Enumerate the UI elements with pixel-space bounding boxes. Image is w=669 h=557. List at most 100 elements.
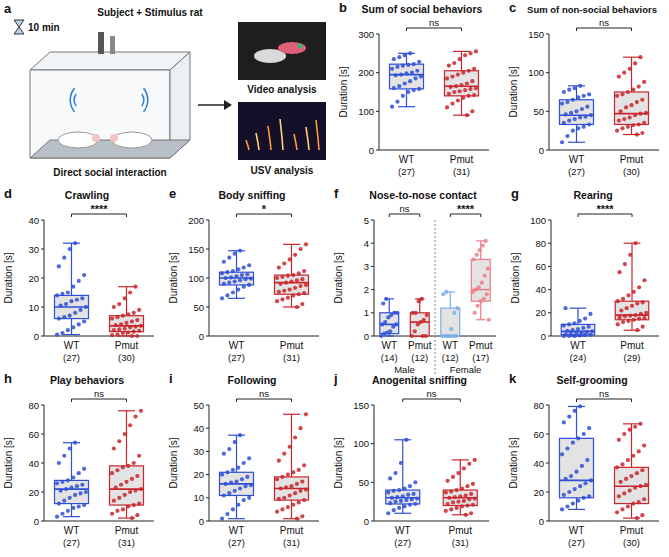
usv-call	[280, 119, 283, 150]
whisker-cap	[568, 142, 585, 143]
data-point	[626, 293, 630, 297]
x-tick-label: WT	[570, 340, 586, 351]
data-point	[408, 79, 412, 83]
y-tick-label: 0	[539, 145, 544, 156]
data-point	[615, 129, 619, 133]
data-point	[282, 496, 286, 500]
data-point	[565, 329, 569, 333]
data-point	[412, 88, 416, 92]
data-point	[617, 270, 621, 274]
data-point	[571, 328, 575, 332]
whisker-high	[126, 411, 127, 466]
n-label: (27)	[63, 537, 80, 548]
data-point	[130, 477, 134, 481]
whisker-cap	[398, 106, 415, 107]
data-point	[73, 493, 77, 497]
rat-head	[92, 134, 100, 142]
n-label: (31)	[453, 166, 470, 177]
data-point	[620, 126, 624, 130]
marks	[561, 241, 648, 338]
data-point	[445, 76, 449, 80]
data-point	[73, 311, 77, 315]
data-point	[78, 308, 82, 312]
y-tick	[41, 492, 44, 493]
y-tick-label: 30	[28, 244, 39, 255]
significance-label: ns	[94, 388, 104, 399]
whisker-cap	[385, 335, 394, 336]
y-tick	[371, 482, 374, 483]
x-axis-line	[549, 521, 659, 522]
data-point	[413, 502, 417, 506]
data-point	[451, 475, 455, 479]
data-point	[583, 481, 587, 485]
group-separator	[435, 220, 436, 374]
data-point	[619, 109, 623, 113]
data-point	[454, 334, 458, 338]
data-point	[581, 326, 585, 330]
data-point	[620, 92, 624, 96]
data-point	[132, 461, 136, 465]
panel-b: bSum of social behaviorsDuration [s]0100…	[338, 0, 489, 177]
marks	[220, 242, 309, 309]
y-tick-label: 0	[541, 331, 546, 342]
whisker-cap	[453, 51, 470, 52]
data-point	[622, 491, 626, 495]
data-point	[481, 243, 485, 247]
data-point	[117, 439, 121, 443]
data-point	[588, 312, 592, 316]
data-point	[449, 327, 453, 331]
data-point	[465, 503, 469, 507]
sound-wave	[74, 94, 76, 106]
x-tick-label: Pmut	[408, 340, 432, 351]
data-point	[397, 84, 401, 88]
data-point	[473, 311, 477, 315]
y-tick-label: 30	[193, 446, 204, 457]
data-point	[123, 432, 127, 436]
data-point	[247, 263, 251, 267]
y-tick	[41, 405, 44, 406]
data-point	[449, 507, 453, 511]
data-point	[302, 291, 306, 295]
data-point	[619, 480, 623, 484]
whisker-high	[460, 460, 461, 490]
x-tick-label: Pmut	[115, 340, 139, 351]
data-point	[589, 113, 593, 117]
data-point	[293, 286, 297, 290]
data-point	[124, 480, 128, 484]
data-point	[644, 111, 648, 115]
usv-call	[268, 126, 271, 150]
data-point	[233, 279, 237, 283]
data-point	[135, 474, 139, 478]
data-point	[447, 64, 451, 68]
y-tick	[546, 463, 549, 464]
data-point	[227, 447, 231, 451]
data-point	[576, 126, 580, 130]
panel-title: Following	[228, 374, 277, 386]
data-point	[404, 71, 408, 75]
box	[110, 466, 144, 505]
data-point	[565, 100, 569, 104]
y-axis-line	[551, 220, 552, 336]
whisker-cap	[623, 57, 640, 58]
y-tick-label: 100	[353, 438, 369, 449]
rat	[58, 132, 98, 148]
y-tick	[548, 312, 551, 313]
significance-label: ns	[399, 203, 409, 214]
box	[441, 308, 460, 336]
data-point	[626, 319, 630, 323]
marks	[390, 49, 479, 117]
data-point	[121, 314, 125, 318]
y-tick	[206, 497, 209, 498]
data-point	[473, 458, 477, 462]
median	[615, 485, 649, 487]
y-tick	[546, 111, 549, 112]
x-tick-label: WT	[381, 340, 397, 351]
y-tick	[41, 249, 44, 250]
data-point	[415, 69, 419, 73]
data-point	[615, 465, 619, 469]
data-point	[587, 325, 591, 329]
data-point	[135, 318, 139, 322]
data-point	[478, 248, 482, 252]
data-point	[393, 500, 397, 504]
y-tick	[371, 405, 374, 406]
